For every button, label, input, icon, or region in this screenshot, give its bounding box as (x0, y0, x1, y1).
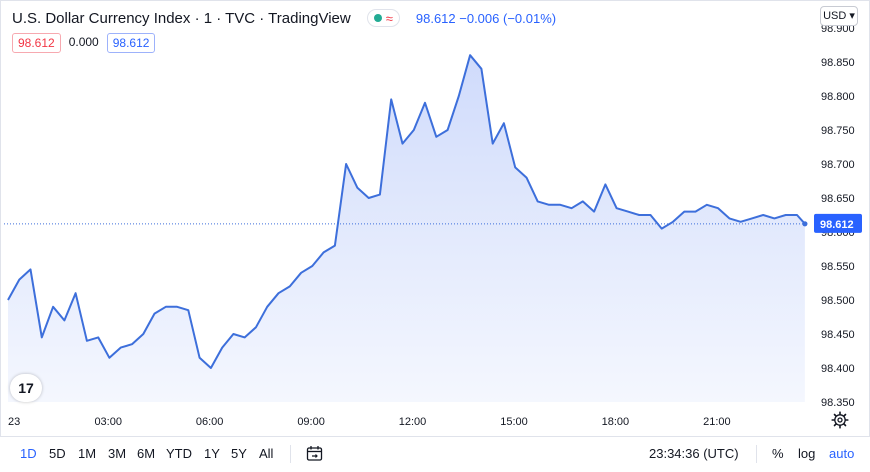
y-tick-label: 98.550 (821, 261, 855, 273)
market-status-pill[interactable]: ≈ (366, 9, 400, 27)
y-tick-label: 98.450 (821, 329, 855, 341)
range-5d-button[interactable]: 5D (49, 446, 66, 461)
auto-scale-button[interactable]: auto (829, 446, 855, 461)
x-tick-label: 12:00 (399, 416, 427, 428)
log-scale-button[interactable]: log (798, 446, 816, 461)
range-all-button[interactable]: All (259, 446, 274, 461)
y-tick-label: 98.400 (821, 363, 855, 375)
x-tick-label: 03:00 (94, 416, 122, 428)
range-1m-button[interactable]: 1M (78, 446, 97, 461)
range-ytd-button[interactable]: YTD (166, 446, 192, 461)
gear-icon[interactable] (831, 411, 849, 429)
quote-row: 98.612 0.000 98.612 (12, 33, 156, 53)
range-6m-button[interactable]: 6M (137, 446, 156, 461)
x-tick-label: 06:00 (196, 416, 224, 428)
x-tick-label: 18:00 (602, 416, 630, 428)
currency-selector-button[interactable]: USD ▾ (820, 6, 858, 26)
y-tick-label: 98.900 (821, 23, 855, 35)
toolbar-divider (290, 445, 291, 463)
spread-value: 0.000 (68, 35, 99, 49)
toolbar-divider (756, 445, 757, 463)
x-tick-label: 15:00 (500, 416, 528, 428)
price-area-fill (8, 55, 805, 402)
x-tick-label: 21:00 (703, 416, 731, 428)
chart-header: U.S. Dollar Currency Index · 1 · TVC · T… (12, 8, 556, 28)
header-price-change: 98.612 −0.006 (−0.01%) (415, 10, 557, 26)
x-tick-label: 23 (8, 416, 20, 428)
range-1d-button[interactable]: 1D (20, 446, 37, 461)
symbol-title[interactable]: U.S. Dollar Currency Index · 1 · TVC · T… (12, 9, 351, 27)
y-tick-label: 98.850 (821, 57, 855, 69)
y-tick-label: 98.650 (821, 193, 855, 205)
ask-price[interactable]: 98.612 (106, 33, 156, 53)
delayed-data-icon: ≈ (385, 10, 393, 26)
price-chart[interactable]: 98.900 98.850 98.800 98.750 98.700 98.650 98.6… (0, 0, 870, 436)
tradingview-logo-icon[interactable]: 17 (10, 374, 42, 402)
utc-clock[interactable]: 23:34:36 (UTC) (649, 446, 739, 461)
percent-scale-button[interactable]: % (772, 446, 784, 461)
x-tick-label: 09:00 (297, 416, 325, 428)
data-point (802, 221, 808, 227)
calendar-range-icon[interactable] (306, 445, 323, 462)
y-tick-label: 98.800 (821, 91, 855, 103)
price-line-series[interactable] (7, 54, 806, 369)
y-tick-label: 98.700 (821, 159, 855, 171)
last-price-label: 98.612 (820, 219, 854, 231)
bottom-toolbar: 1D 5D 1M 3M 6M YTD 1Y 5Y All 23:34:36 (U… (0, 436, 870, 472)
bid-price[interactable]: 98.612 (12, 33, 61, 53)
y-tick-label: 98.350 (821, 397, 855, 409)
range-1y-button[interactable]: 1Y (204, 446, 220, 461)
market-open-icon (373, 14, 382, 22)
range-5y-button[interactable]: 5Y (231, 446, 247, 461)
last-price-badge (814, 213, 862, 233)
y-tick-label: 98.750 (821, 125, 855, 137)
y-tick-label: 98.500 (821, 295, 855, 307)
range-3m-button[interactable]: 3M (108, 446, 127, 461)
